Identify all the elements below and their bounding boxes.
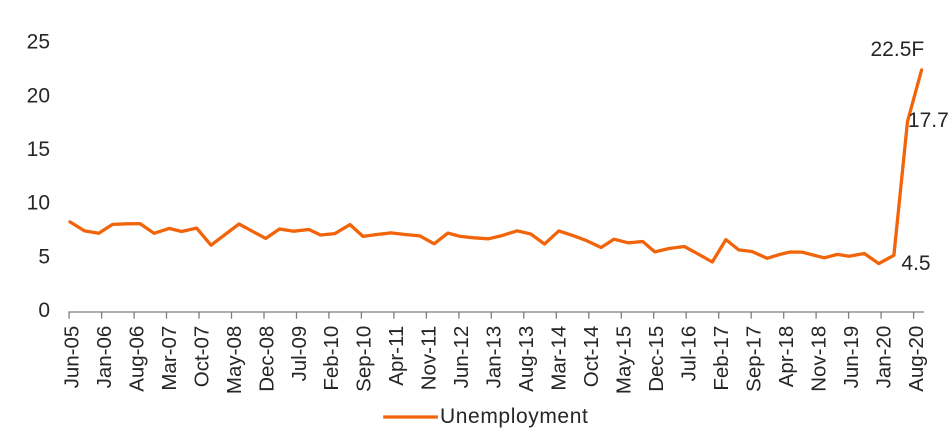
svg-text:Aug-20: Aug-20 xyxy=(905,326,928,392)
svg-text:Aug-13: Aug-13 xyxy=(515,326,538,392)
svg-text:4.5: 4.5 xyxy=(901,252,930,275)
svg-text:Jun-05: Jun-05 xyxy=(60,326,83,389)
svg-text:May-15: May-15 xyxy=(613,326,636,394)
svg-text:Feb-10: Feb-10 xyxy=(320,326,343,391)
svg-text:May-08: May-08 xyxy=(223,326,246,394)
svg-text:10: 10 xyxy=(27,192,50,215)
svg-text:0: 0 xyxy=(38,299,50,322)
svg-text:Unemployment: Unemployment xyxy=(440,405,588,428)
svg-text:Dec-08: Dec-08 xyxy=(255,326,278,392)
svg-text:Jun-19: Jun-19 xyxy=(840,326,863,389)
svg-text:Jan-20: Jan-20 xyxy=(872,326,895,389)
svg-text:Jan-06: Jan-06 xyxy=(93,326,116,389)
svg-text:Sep-17: Sep-17 xyxy=(743,326,766,392)
svg-text:17.7: 17.7 xyxy=(908,109,949,132)
svg-text:Mar-14: Mar-14 xyxy=(548,326,571,391)
svg-text:Oct-14: Oct-14 xyxy=(580,326,603,388)
svg-text:Jul-16: Jul-16 xyxy=(678,326,701,382)
svg-text:Apr-11: Apr-11 xyxy=(385,326,408,386)
svg-text:15: 15 xyxy=(27,138,50,161)
svg-text:Mar-07: Mar-07 xyxy=(158,326,181,391)
svg-text:Apr-18: Apr-18 xyxy=(775,326,798,388)
svg-text:Jul-09: Jul-09 xyxy=(288,326,311,382)
svg-text:22.5F: 22.5F xyxy=(871,38,925,61)
svg-text:Nov-11: Nov-11 xyxy=(418,326,441,391)
svg-text:Aug-06: Aug-06 xyxy=(125,326,148,392)
svg-text:Sep-10: Sep-10 xyxy=(353,326,376,392)
svg-text:5: 5 xyxy=(38,245,50,268)
svg-text:Nov-18: Nov-18 xyxy=(807,326,830,392)
svg-text:Jun-12: Jun-12 xyxy=(450,326,473,389)
svg-text:Oct-07: Oct-07 xyxy=(190,326,213,388)
svg-text:Jan-13: Jan-13 xyxy=(483,326,506,389)
svg-text:25: 25 xyxy=(27,31,50,54)
svg-text:Feb-17: Feb-17 xyxy=(710,326,733,391)
svg-text:20: 20 xyxy=(27,84,50,107)
svg-text:Dec-15: Dec-15 xyxy=(645,326,668,392)
